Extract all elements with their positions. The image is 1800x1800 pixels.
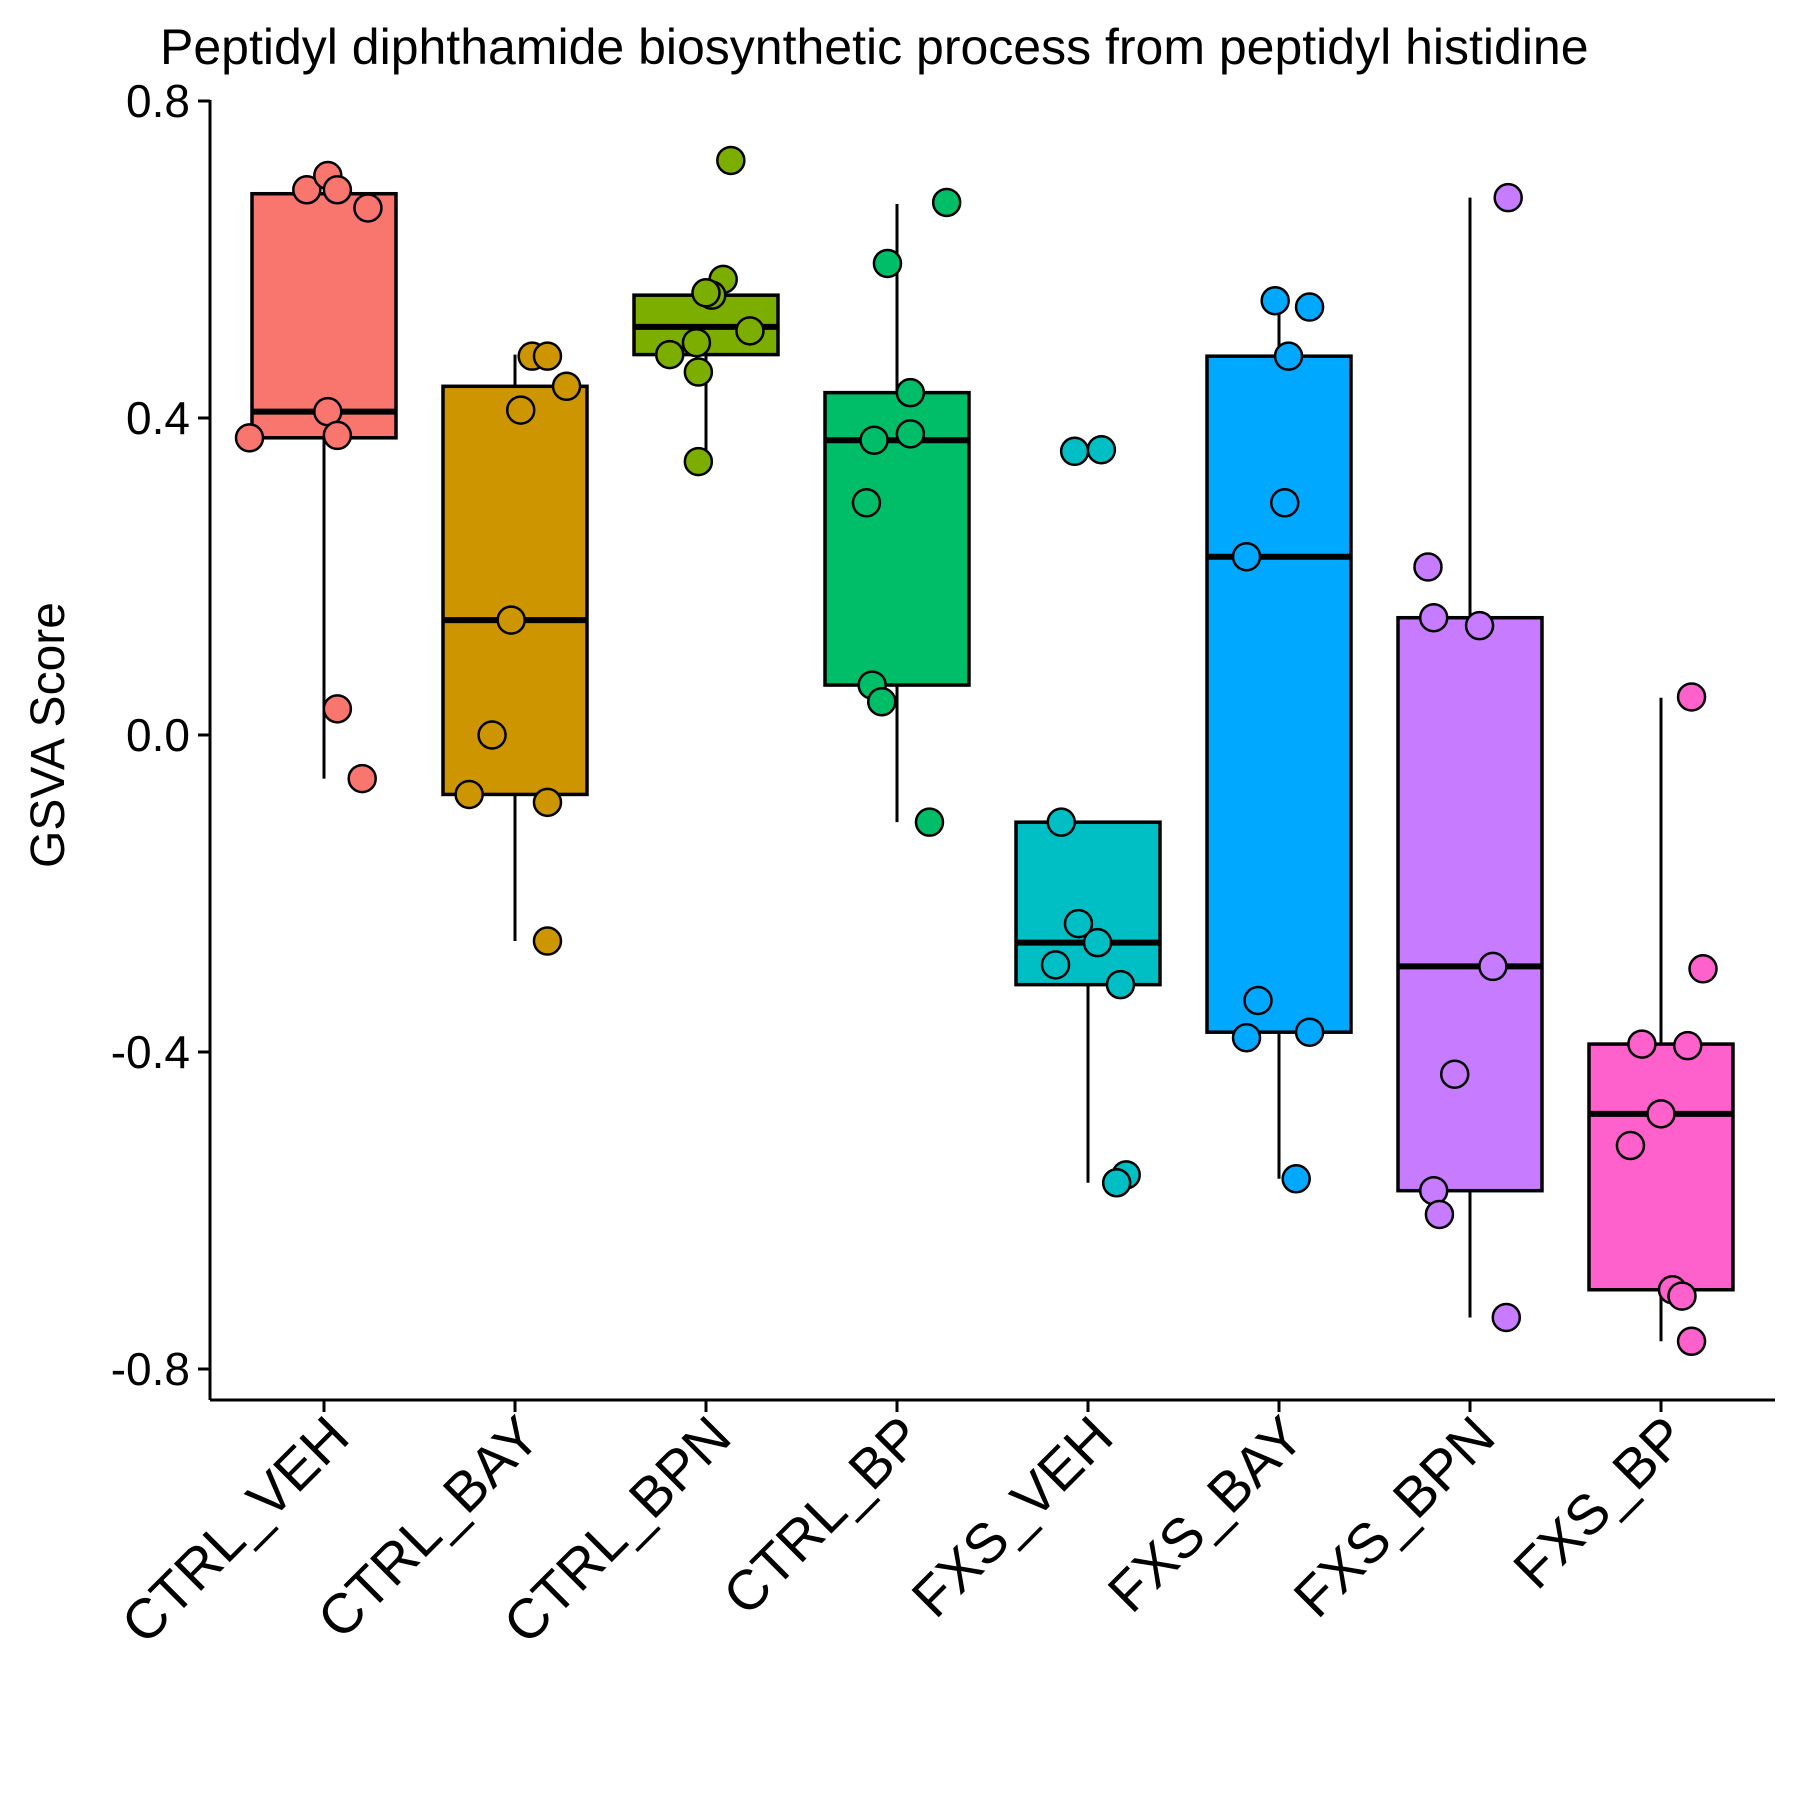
data-point: [735, 316, 765, 346]
data-point: [1269, 488, 1300, 518]
x-tick-label: FXS_BPN: [1281, 1404, 1506, 1629]
boxes-layer: [250, 191, 1735, 1342]
chart-title: Peptidyl diphthamide biosynthetic proces…: [160, 19, 1589, 75]
data-point: [1105, 969, 1136, 1000]
data-point: [1418, 1175, 1449, 1206]
data-point: [872, 248, 903, 279]
y-axis-ticks: 0.8 0.4 0.0 -0.4 -0.8: [111, 75, 210, 1395]
data-point: [1493, 182, 1523, 213]
y-tick-label: 0.4: [126, 392, 190, 444]
data-point: [292, 175, 322, 205]
data-point: [851, 488, 882, 518]
data-point: [1627, 1029, 1657, 1059]
data-point: [1040, 950, 1071, 980]
data-point: [1646, 1099, 1676, 1129]
data-point: [1231, 541, 1262, 572]
data-point: [683, 446, 714, 477]
data-point: [1101, 1168, 1132, 1198]
data-point: [1273, 341, 1304, 371]
data-point: [454, 779, 484, 810]
axes: [208, 100, 1775, 1402]
data-point: [1059, 436, 1090, 467]
data-point: [1424, 1199, 1455, 1230]
data-point: [1688, 954, 1718, 984]
data-point: [1676, 1326, 1707, 1357]
data-point: [353, 193, 383, 223]
x-tick-label: CTRL_BP: [711, 1404, 934, 1627]
y-tick-label: -0.4: [111, 1026, 190, 1078]
data-point: [496, 605, 526, 635]
x-tick-label: FXS_BAY: [1096, 1404, 1316, 1624]
data-point: [1281, 1164, 1311, 1194]
data-point: [681, 327, 712, 358]
box-FXS_BP: [1587, 1042, 1735, 1292]
y-axis-label: GSVA Score: [22, 602, 75, 868]
data-point: [532, 787, 563, 818]
box-CTRL_VEH: [250, 191, 398, 440]
data-point: [532, 926, 563, 956]
data-point: [477, 720, 507, 750]
data-point: [1294, 1017, 1325, 1047]
data-point: [1086, 434, 1117, 465]
data-point: [866, 686, 897, 717]
box-CTRL_BAY: [441, 384, 589, 797]
data-point: [551, 371, 582, 402]
data-point: [1615, 1130, 1646, 1161]
data-point: [931, 187, 962, 218]
data-point: [1676, 682, 1707, 712]
box-FXS_BPN: [1396, 615, 1544, 1193]
points-layer: [234, 145, 1718, 1357]
data-point: [322, 420, 353, 451]
y-tick-label: 0.8: [126, 75, 190, 127]
data-point: [1294, 292, 1325, 322]
data-point: [914, 807, 945, 837]
data-point: [234, 423, 265, 453]
data-point: [1413, 552, 1443, 582]
data-point: [1418, 602, 1449, 633]
x-tick-label: FXS_BP: [1501, 1404, 1697, 1600]
data-point: [322, 694, 353, 724]
data-point: [1063, 908, 1094, 939]
data-point: [1672, 1030, 1703, 1061]
data-point: [895, 419, 926, 449]
data-point: [1243, 985, 1273, 1016]
data-point: [1231, 1022, 1262, 1053]
data-point: [683, 357, 714, 387]
box-FXS_VEH: [1014, 820, 1162, 987]
data-point: [859, 425, 889, 455]
data-point: [505, 395, 536, 425]
data-point: [322, 175, 353, 205]
data-point: [1667, 1281, 1697, 1311]
data-point: [654, 339, 685, 370]
data-point: [532, 341, 563, 371]
x-axis-ticks: CTRL_VEHCTRL_BAYCTRL_BPNCTRL_BPFXS_VEHFX…: [109, 1400, 1697, 1655]
data-point: [1439, 1059, 1470, 1089]
data-point: [1260, 285, 1290, 316]
data-point: [1082, 927, 1113, 958]
data-point: [1491, 1302, 1522, 1333]
y-tick-label: -0.8: [111, 1343, 190, 1395]
data-point: [895, 377, 926, 408]
data-point: [347, 763, 377, 794]
data-point: [1478, 951, 1508, 982]
y-tick-label: 0.0: [126, 709, 190, 761]
data-point: [691, 278, 721, 308]
data-point: [1464, 610, 1495, 641]
box-FXS_BAY: [1205, 354, 1353, 1034]
data-point: [716, 145, 746, 176]
x-tick-label: FXS_VEH: [899, 1404, 1124, 1629]
data-point: [1046, 807, 1077, 837]
